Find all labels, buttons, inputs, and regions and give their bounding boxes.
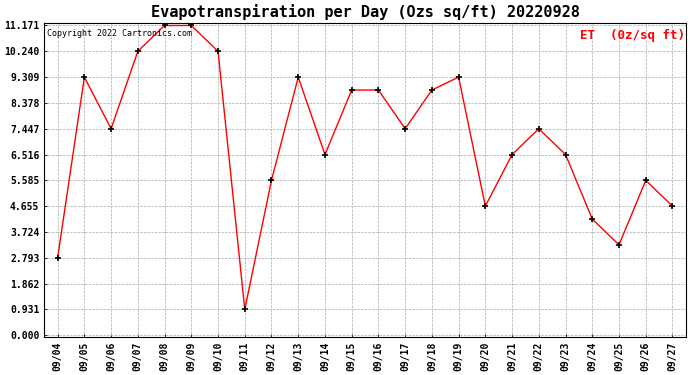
Text: ET  (0z/sq ft): ET (0z/sq ft) <box>580 29 684 42</box>
Text: Copyright 2022 Cartronics.com: Copyright 2022 Cartronics.com <box>48 29 193 38</box>
Title: Evapotranspiration per Day (Ozs sq/ft) 20220928: Evapotranspiration per Day (Ozs sq/ft) 2… <box>150 4 580 20</box>
